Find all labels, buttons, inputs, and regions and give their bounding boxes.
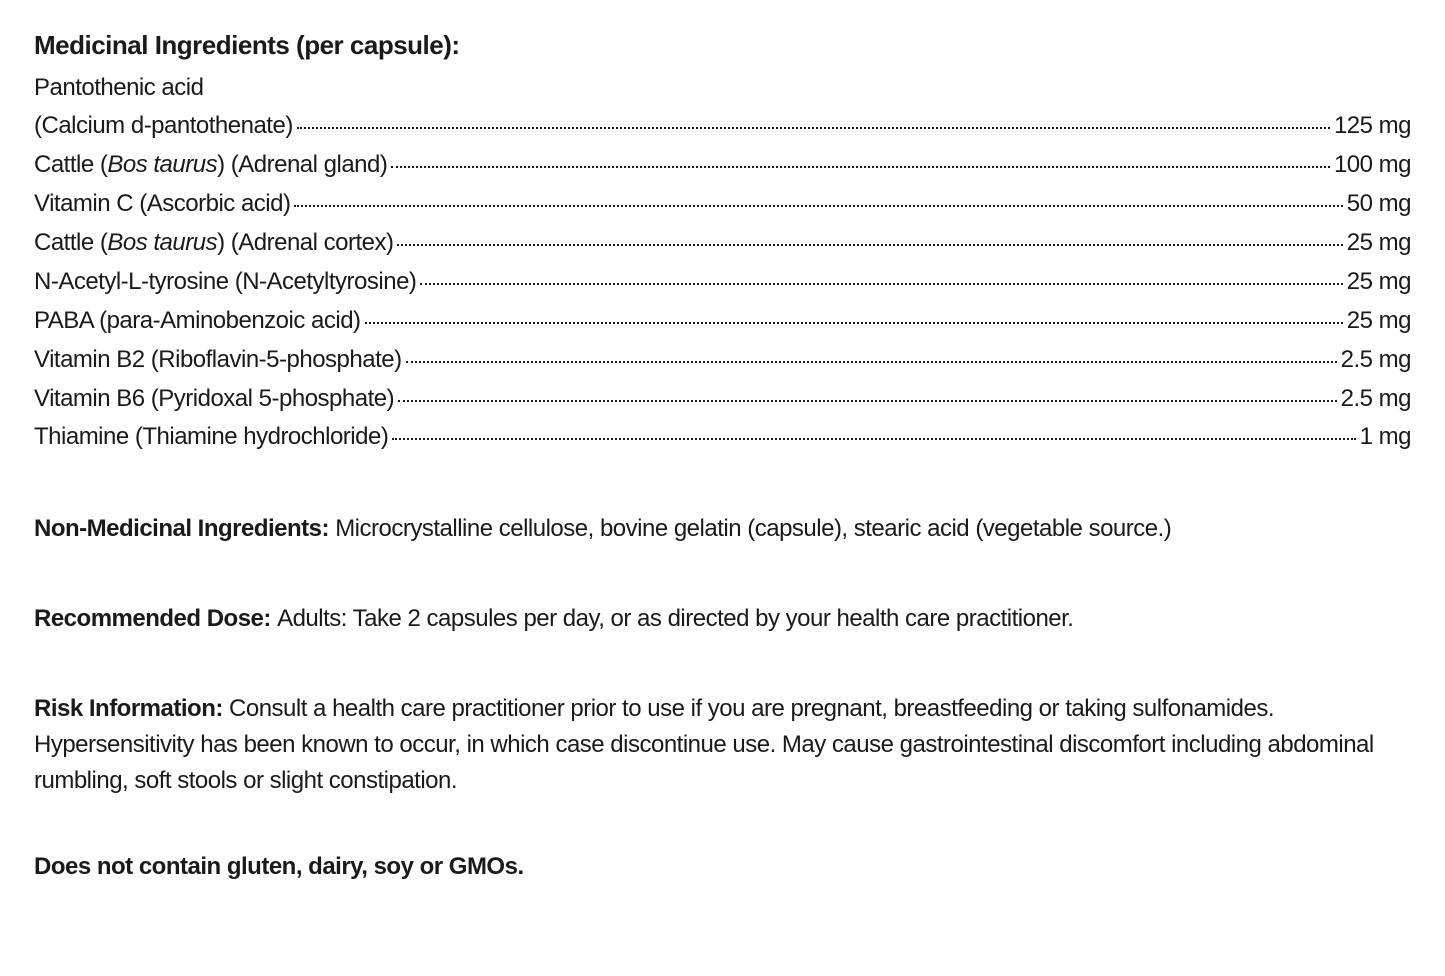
non-medicinal-paragraph: Non-Medicinal Ingredients: Microcrystall… [34, 511, 1411, 547]
ingredient-row: Vitamin B2 (Riboflavin-5-phosphate) 2.5 m… [34, 341, 1411, 380]
risk-label: Risk Information: [34, 695, 229, 722]
ingredient-amount: 1 mg [1360, 418, 1411, 457]
ingredient-name: Cattle (Bos taurus) (Adrenal cortex) [34, 224, 393, 263]
ingredient-name: Vitamin B2 (Riboflavin-5-phosphate) [34, 341, 402, 380]
ingredient-name: Vitamin C (Ascorbic acid) [34, 185, 290, 224]
non-medicinal-label: Non-Medicinal Ingredients: [34, 515, 335, 542]
ingredients-list: (Calcium d-pantothenate)125 mgCattle (Bo… [34, 107, 1411, 457]
dot-leader [297, 127, 1330, 129]
ingredient-name-italic: Bos taurus [107, 229, 217, 256]
ingredient-name-post: ) (Adrenal cortex) [217, 229, 393, 256]
ingredient-name-pre: Vitamin B2 (Riboflavin-5-phosphate) [34, 346, 402, 373]
ingredient-name-pre: N-Acetyl-L-tyrosine (N-Acetyltyrosine) [34, 268, 416, 295]
dose-paragraph: Recommended Dose: Adults: Take 2 capsule… [34, 601, 1411, 637]
ingredient-name-pre: PABA (para-Aminobenzoic acid) [34, 307, 361, 334]
ingredient-amount: 25 mg [1347, 263, 1411, 302]
dot-leader [397, 244, 1342, 246]
ingredient-row: Vitamin C (Ascorbic acid) 50 mg [34, 185, 1411, 224]
ingredient-name: (Calcium d-pantothenate) [34, 107, 293, 146]
ingredient-amount: 125 mg [1334, 107, 1411, 146]
ingredient-name-pre: Cattle ( [34, 229, 107, 256]
risk-text: Consult a health care practitioner prior… [34, 695, 1374, 794]
ingredient-name-pre: Cattle ( [34, 151, 107, 178]
closing-statement: Does not contain gluten, dairy, soy or G… [34, 853, 1411, 881]
ingredient-name-pre: Vitamin B6 (Pyridoxal 5-phosphate) [34, 385, 394, 412]
ingredient-amount: 25 mg [1347, 224, 1411, 263]
dot-leader [420, 283, 1342, 285]
ingredient-name-pre: Vitamin C (Ascorbic acid) [34, 190, 290, 217]
dot-leader [391, 166, 1330, 168]
section-title: Medicinal Ingredients (per capsule): [34, 30, 1411, 61]
dose-label: Recommended Dose: [34, 605, 277, 632]
dot-leader [294, 205, 1342, 207]
dose-text: Adults: Take 2 capsules per day, or as d… [277, 605, 1073, 632]
ingredient-name-pre: Thiamine (Thiamine hydrochloride) [34, 423, 388, 450]
ingredient-amount: 2.5 mg [1341, 341, 1411, 380]
ingredient-lead-line: Pantothenic acid [34, 69, 1411, 107]
ingredient-row: PABA (para-Aminobenzoic acid) 25 mg [34, 302, 1411, 341]
ingredient-row: N-Acetyl-L-tyrosine (N-Acetyltyrosine) 25… [34, 263, 1411, 302]
ingredient-amount: 25 mg [1347, 302, 1411, 341]
dot-leader [392, 438, 1355, 440]
ingredient-amount: 100 mg [1334, 146, 1411, 185]
ingredient-name-italic: Bos taurus [107, 151, 217, 178]
dot-leader [398, 400, 1337, 402]
ingredient-amount: 50 mg [1347, 185, 1411, 224]
ingredient-name-post: ) (Adrenal gland) [217, 151, 387, 178]
ingredient-name: PABA (para-Aminobenzoic acid) [34, 302, 361, 341]
ingredient-row: (Calcium d-pantothenate) 125 mg [34, 107, 1411, 146]
dot-leader [365, 322, 1343, 324]
ingredient-name: Cattle (Bos taurus) (Adrenal gland) [34, 146, 387, 185]
risk-paragraph: Risk Information: Consult a health care … [34, 691, 1411, 799]
ingredient-amount: 2.5 mg [1341, 380, 1411, 419]
ingredient-row: Thiamine (Thiamine hydrochloride) 1 mg [34, 418, 1411, 457]
ingredient-row: Cattle (Bos taurus) (Adrenal cortex) 25 m… [34, 224, 1411, 263]
ingredient-name: Vitamin B6 (Pyridoxal 5-phosphate) [34, 380, 394, 419]
ingredient-name: Thiamine (Thiamine hydrochloride) [34, 418, 388, 457]
ingredient-row: Vitamin B6 (Pyridoxal 5-phosphate) 2.5 mg [34, 380, 1411, 419]
ingredient-name-pre: (Calcium d-pantothenate) [34, 112, 293, 139]
dot-leader [406, 361, 1337, 363]
non-medicinal-text: Microcrystalline cellulose, bovine gelat… [335, 515, 1171, 542]
ingredient-row: Cattle (Bos taurus) (Adrenal gland) 100 m… [34, 146, 1411, 185]
ingredient-name: N-Acetyl-L-tyrosine (N-Acetyltyrosine) [34, 263, 416, 302]
